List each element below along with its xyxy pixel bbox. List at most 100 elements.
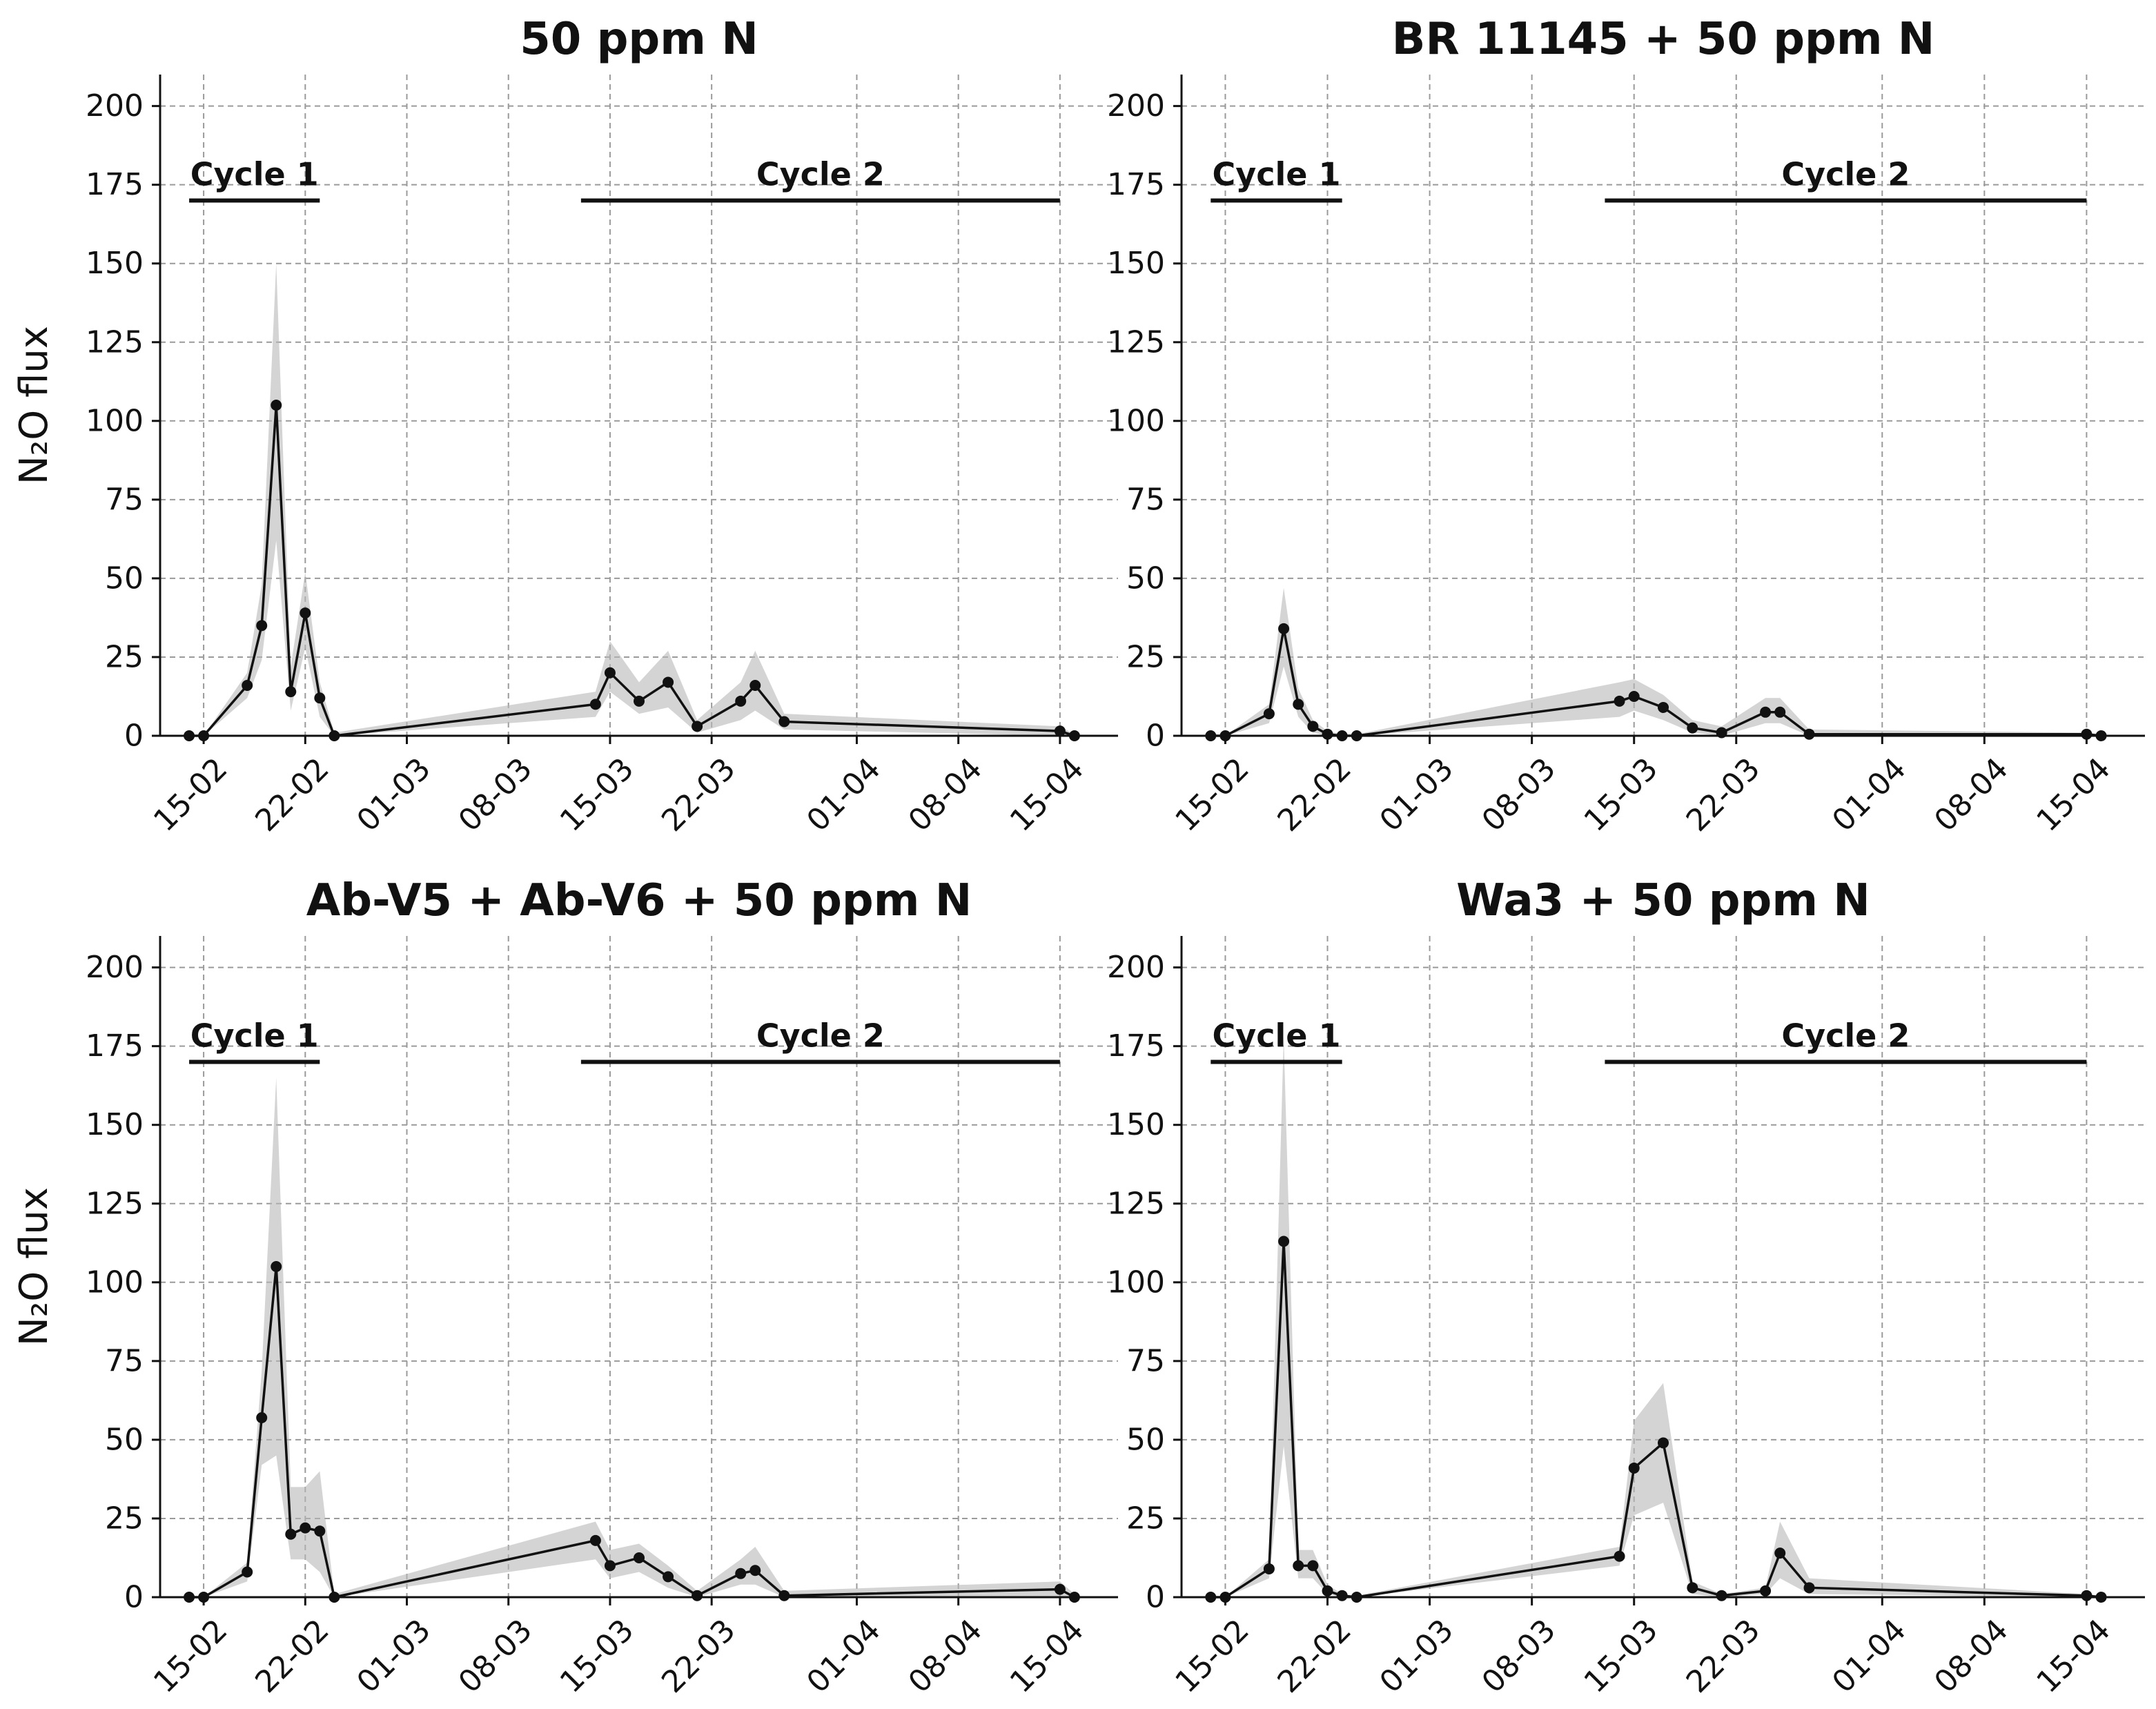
y-tick-label: 50 <box>1126 560 1165 596</box>
y-tick-label: 25 <box>1126 639 1165 674</box>
y-axis-label: N₂O flux <box>12 1187 57 1346</box>
data-point <box>1278 1236 1290 1247</box>
y-tick-label: 50 <box>1126 1422 1165 1457</box>
data-point <box>242 1566 253 1578</box>
x-tick-label: 01-03 <box>1373 751 1460 838</box>
x-tick-label: 01-04 <box>800 751 887 838</box>
data-point <box>663 676 674 688</box>
y-tick-label: 200 <box>86 950 144 985</box>
y-tick-label: 175 <box>86 167 144 202</box>
data-point <box>778 1590 790 1601</box>
x-tick-label: 15-04 <box>1003 1612 1090 1699</box>
data-point <box>1628 1462 1640 1474</box>
data-point <box>1716 1590 1727 1601</box>
x-tick-label: 22-03 <box>655 751 742 838</box>
y-tick-label: 150 <box>86 1107 144 1142</box>
panel-title: BR 11145 + 50 ppm N <box>1392 14 1935 65</box>
data-point <box>1054 725 1066 737</box>
data-point <box>271 400 282 411</box>
x-tick-label: 08-04 <box>902 1612 989 1699</box>
data-point <box>1774 1547 1786 1559</box>
data-point <box>314 1525 326 1537</box>
data-point <box>1307 1560 1319 1572</box>
x-tick-label: 15-02 <box>147 1612 234 1699</box>
y-tick-label: 75 <box>1126 1343 1165 1378</box>
data-point <box>1322 1585 1333 1596</box>
data-point <box>1803 728 1815 740</box>
data-point <box>2081 728 2093 740</box>
cycle-label: Cycle 2 <box>1781 1017 1910 1054</box>
data-point <box>1658 1437 1669 1449</box>
x-tick-label: 08-03 <box>1476 1612 1562 1699</box>
data-point <box>692 721 703 732</box>
y-tick-label: 200 <box>86 88 144 124</box>
y-tick-label: 175 <box>1107 167 1165 202</box>
data-point <box>1760 1585 1772 1596</box>
y-tick-label: 75 <box>105 1343 144 1378</box>
data-point <box>1803 1582 1815 1594</box>
x-tick-label: 01-03 <box>350 751 437 838</box>
x-tick-label: 22-02 <box>248 1612 335 1699</box>
y-tick-label: 175 <box>1107 1028 1165 1064</box>
cycle-label: Cycle 1 <box>190 155 319 193</box>
data-point <box>735 1568 747 1579</box>
y-tick-label: 150 <box>1107 246 1165 281</box>
y-tick-label: 100 <box>1107 403 1165 438</box>
data-point <box>1774 706 1786 718</box>
data-point <box>1760 706 1772 718</box>
y-tick-label: 25 <box>1126 1501 1165 1536</box>
y-tick-label: 75 <box>1126 482 1165 517</box>
data-point <box>749 1565 761 1576</box>
error-band <box>189 263 1075 736</box>
cycle-label: Cycle 2 <box>1781 155 1910 193</box>
y-tick-label: 125 <box>1107 324 1165 360</box>
data-point <box>2081 1590 2093 1601</box>
y-tick-label: 75 <box>105 482 144 517</box>
x-tick-label: 22-02 <box>248 751 335 838</box>
y-tick-label: 100 <box>86 403 144 438</box>
error-band <box>1211 1036 2101 1597</box>
y-tick-label: 0 <box>124 1580 144 1615</box>
y-tick-label: 125 <box>1107 1186 1165 1221</box>
x-tick-label: 01-03 <box>1373 1612 1460 1699</box>
cycle-label: Cycle 2 <box>756 1017 885 1054</box>
x-tick-label: 15-03 <box>553 1612 640 1699</box>
data-point <box>735 695 747 707</box>
y-tick-label: 0 <box>1146 1580 1165 1615</box>
series-line <box>1211 628 2101 737</box>
data-point <box>1278 623 1290 634</box>
data-point <box>778 716 790 727</box>
cycle-label: Cycle 1 <box>1212 1017 1340 1054</box>
x-tick-label: 15-04 <box>1003 751 1090 838</box>
x-tick-label: 08-04 <box>1928 1612 2015 1699</box>
data-point <box>634 695 645 707</box>
y-tick-label: 0 <box>1146 719 1165 754</box>
x-tick-label: 22-03 <box>1680 1612 1767 1699</box>
data-point <box>1322 728 1333 740</box>
y-tick-label: 125 <box>86 324 144 360</box>
data-point <box>663 1571 674 1583</box>
y-tick-label: 0 <box>124 719 144 754</box>
y-tick-label: 150 <box>1107 1107 1165 1142</box>
data-point <box>589 1534 601 1546</box>
y-tick-label: 25 <box>105 1501 144 1536</box>
data-point <box>604 667 616 678</box>
x-tick-label: 01-03 <box>350 1612 437 1699</box>
data-point <box>300 607 311 619</box>
x-tick-label: 15-03 <box>1578 751 1665 838</box>
data-point <box>1687 1582 1698 1594</box>
x-tick-label: 08-03 <box>452 751 539 838</box>
data-point <box>1293 699 1304 710</box>
data-point <box>1658 701 1669 713</box>
x-tick-label: 15-03 <box>1578 1612 1665 1699</box>
data-point <box>300 1522 311 1534</box>
data-point <box>256 1412 268 1423</box>
data-point <box>242 680 253 692</box>
data-point <box>1293 1560 1304 1572</box>
data-point <box>1687 722 1698 734</box>
data-point <box>634 1552 645 1563</box>
data-point <box>285 1528 297 1540</box>
